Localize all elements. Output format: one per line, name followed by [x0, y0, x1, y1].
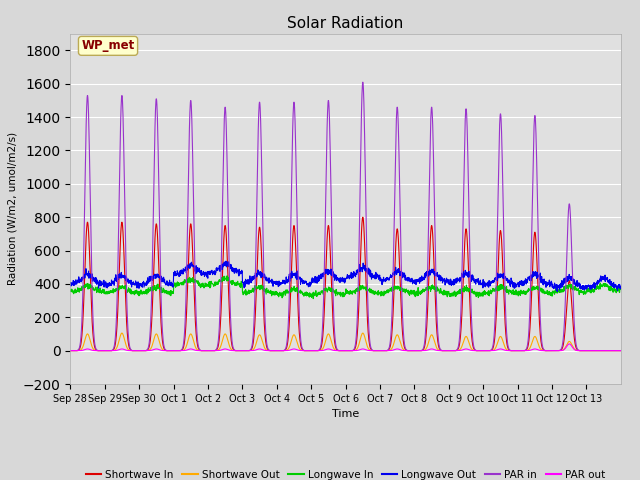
Text: WP_met: WP_met [81, 39, 134, 52]
Legend: Shortwave In, Shortwave Out, Longwave In, Longwave Out, PAR in, PAR out: Shortwave In, Shortwave Out, Longwave In… [81, 466, 610, 480]
X-axis label: Time: Time [332, 409, 359, 419]
Y-axis label: Radiation (W/m2, umol/m2/s): Radiation (W/m2, umol/m2/s) [7, 132, 17, 286]
Title: Solar Radiation: Solar Radiation [287, 16, 404, 31]
